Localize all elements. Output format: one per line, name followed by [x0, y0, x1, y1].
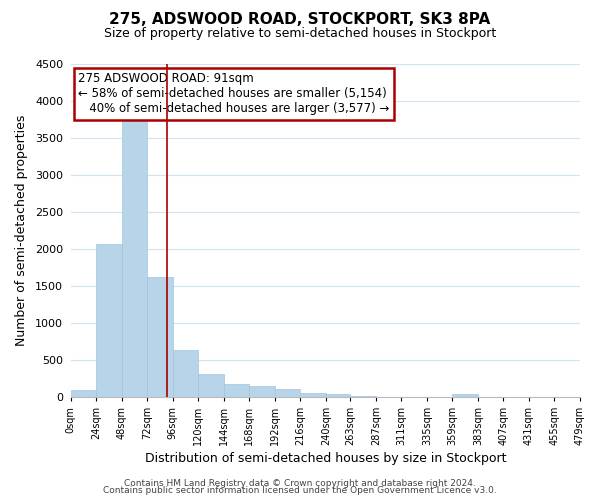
Bar: [301, 392, 326, 396]
Bar: [224, 384, 250, 396]
Bar: [71, 390, 96, 396]
Text: Contains public sector information licensed under the Open Government Licence v3: Contains public sector information licen…: [103, 486, 497, 495]
Bar: [173, 350, 198, 397]
Text: 275 ADSWOOD ROAD: 91sqm
← 58% of semi-detached houses are smaller (5,154)
   40%: 275 ADSWOOD ROAD: 91sqm ← 58% of semi-de…: [79, 72, 390, 116]
Bar: [147, 277, 173, 396]
Bar: [122, 120, 147, 396]
X-axis label: Distribution of semi-detached houses by size in Stockport: Distribution of semi-detached houses by …: [145, 452, 506, 465]
Bar: [452, 394, 478, 396]
Bar: [250, 386, 275, 396]
Bar: [96, 244, 122, 396]
Bar: [275, 390, 301, 396]
Text: Contains HM Land Registry data © Crown copyright and database right 2024.: Contains HM Land Registry data © Crown c…: [124, 478, 476, 488]
Text: 275, ADSWOOD ROAD, STOCKPORT, SK3 8PA: 275, ADSWOOD ROAD, STOCKPORT, SK3 8PA: [109, 12, 491, 28]
Bar: [326, 394, 350, 396]
Bar: [198, 374, 224, 396]
Text: Size of property relative to semi-detached houses in Stockport: Size of property relative to semi-detach…: [104, 28, 496, 40]
Y-axis label: Number of semi-detached properties: Number of semi-detached properties: [15, 114, 28, 346]
